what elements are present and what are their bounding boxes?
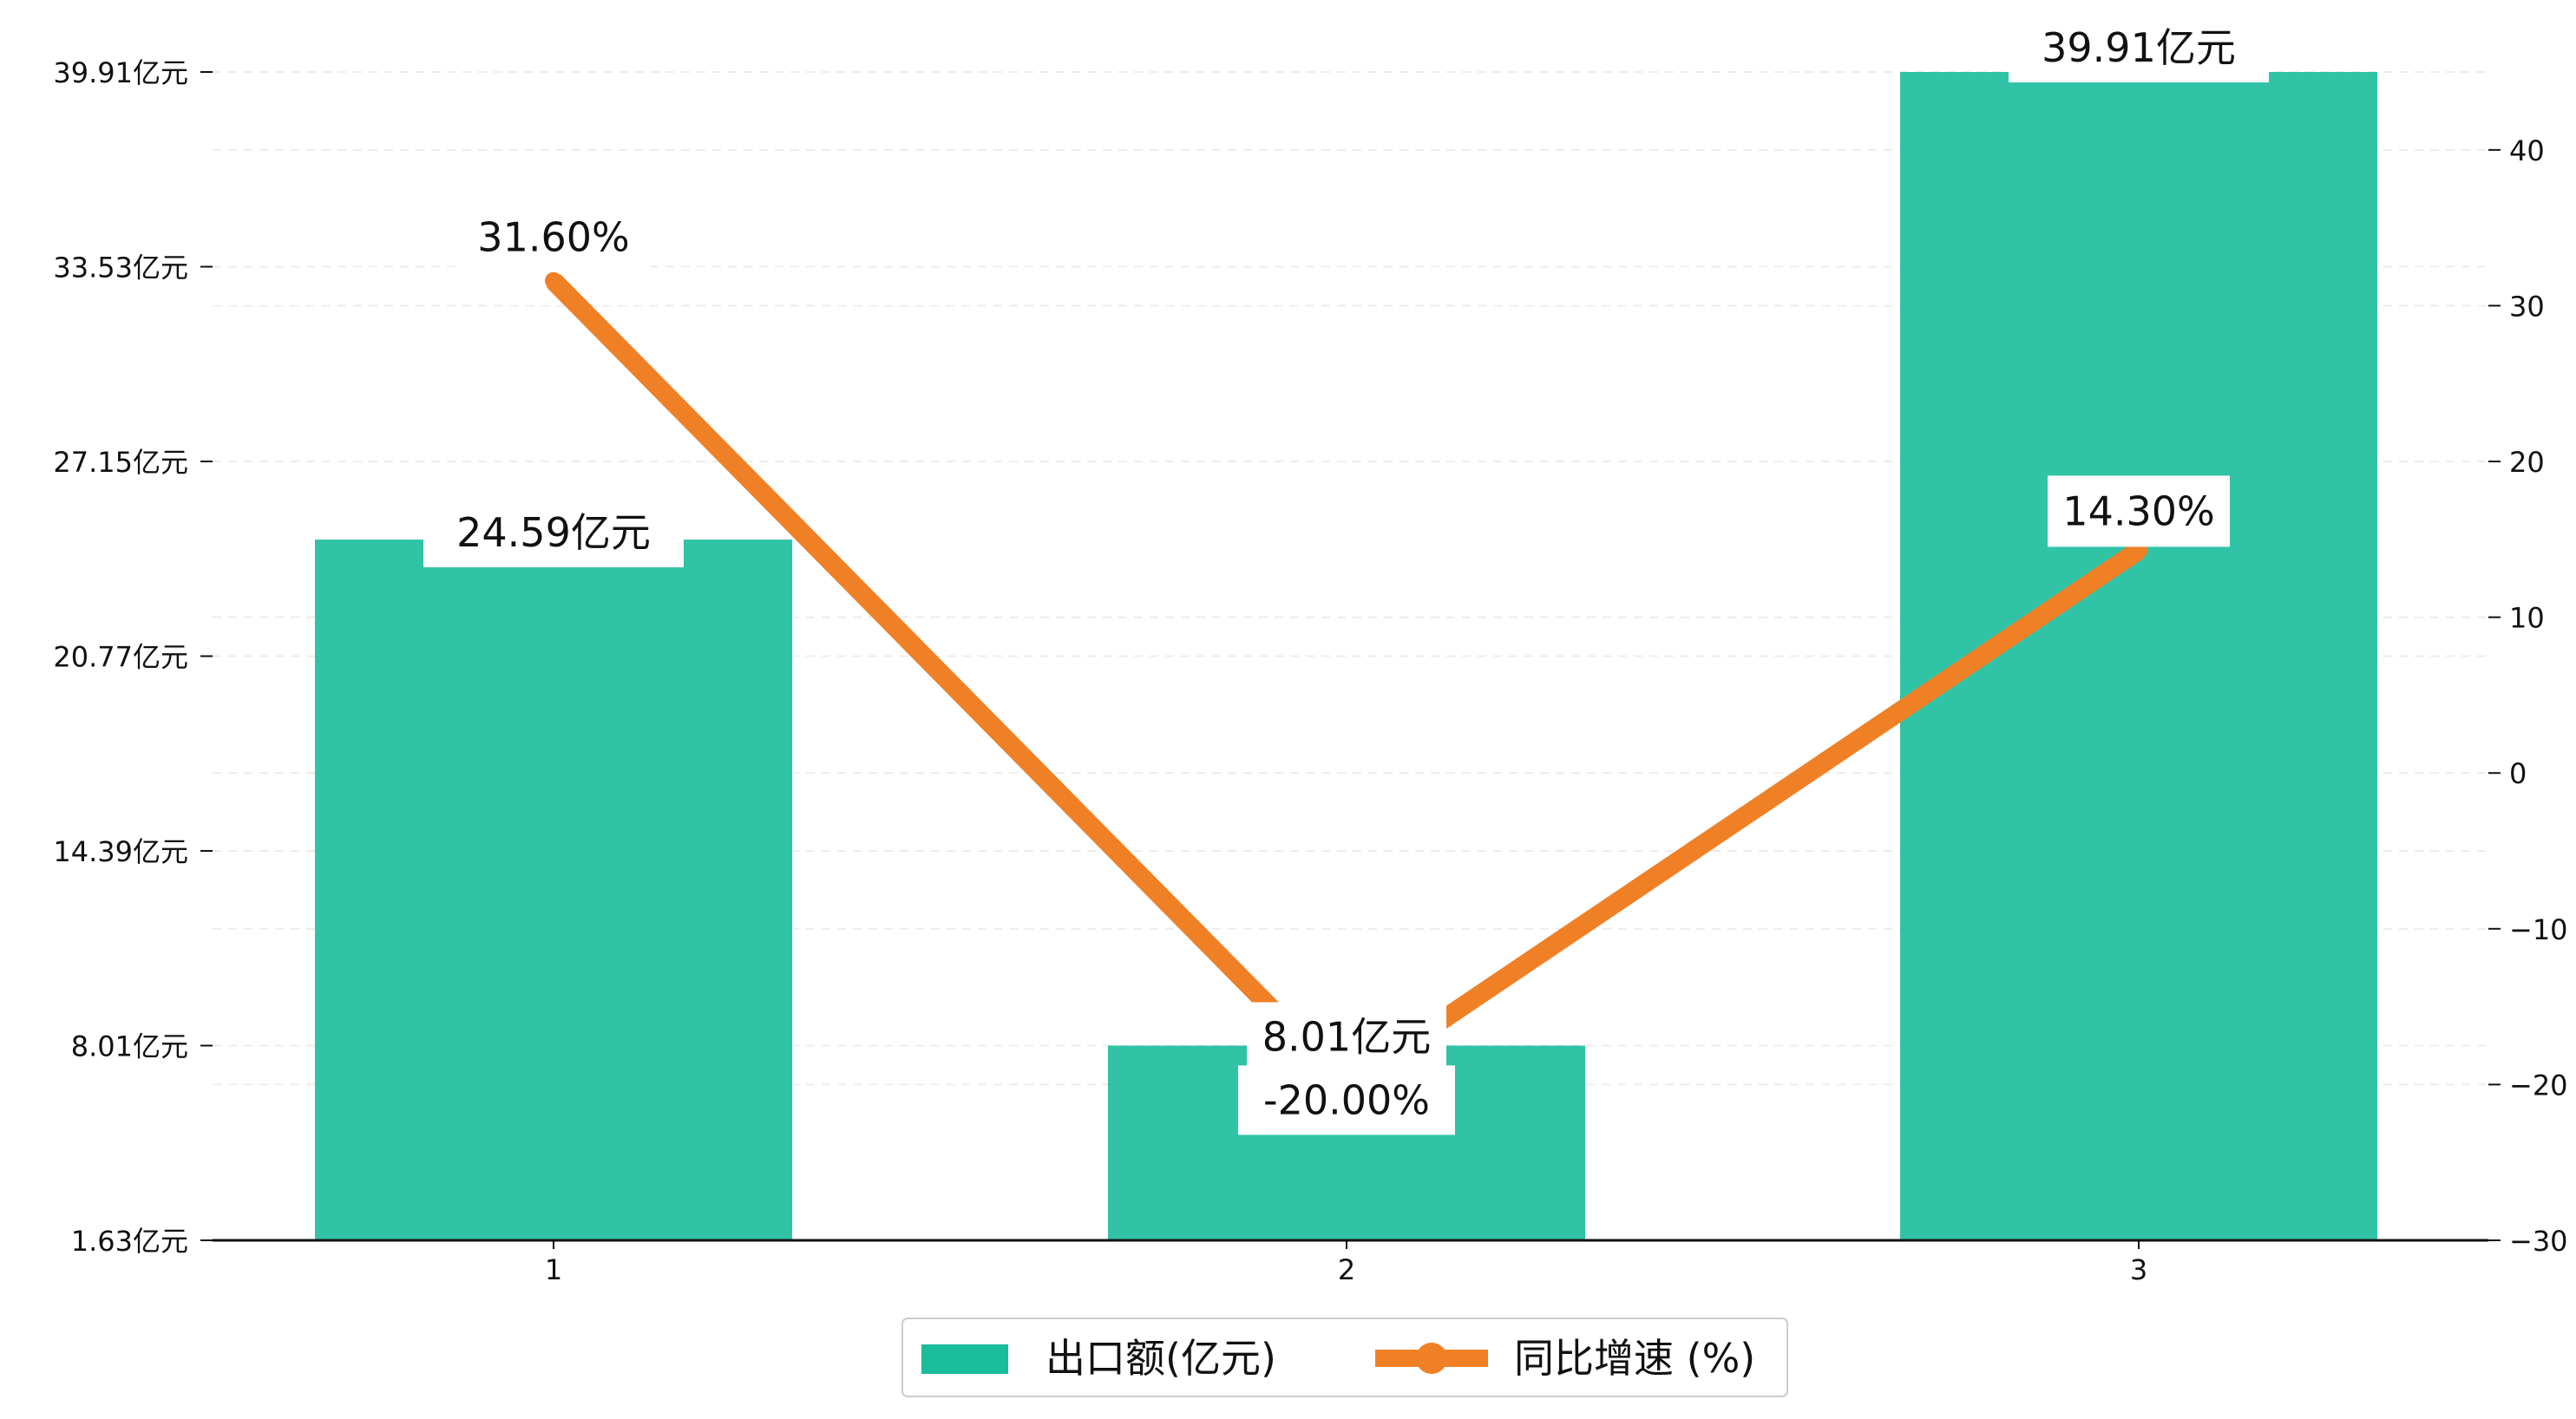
- growth-value-label-bg: [2048, 475, 2230, 547]
- bar-value-label-text: 8.01亿元: [1262, 1014, 1431, 1061]
- bar-value-label-bg: [1247, 1002, 1446, 1072]
- growth-value-label-bg: [462, 206, 645, 268]
- y-left-tick-label: 8.01亿元: [71, 1030, 188, 1063]
- legend-line-marker: [1416, 1343, 1447, 1374]
- bar-value-label: 24.59亿元: [423, 498, 684, 568]
- growth-value-label-text: 31.60%: [477, 214, 629, 261]
- growth-value-label: -20.00%: [1238, 1065, 1455, 1135]
- axes: 1 2 3 1.63亿元 8.01亿元 14.39亿元 20.77亿元 27.15亿元 33.5…: [53, 56, 2567, 1286]
- y-right-tick-label: −30: [2509, 1225, 2568, 1258]
- y-right-tick-label: 20: [2509, 446, 2545, 479]
- growth-value-label: 14.30%: [2048, 475, 2230, 547]
- y-left-tick-label: 33.53亿元: [53, 252, 188, 284]
- y-right-tick-label: 10: [2509, 602, 2545, 635]
- y-right-tick-label: 30: [2509, 290, 2545, 323]
- bar-value-label-text: 24.59亿元: [456, 509, 651, 556]
- bar: [315, 539, 792, 1240]
- growth-value-label-text: -20.00%: [1263, 1076, 1430, 1123]
- x-tick-label: 1: [545, 1253, 562, 1286]
- y-left-tick-label: 1.63亿元: [71, 1225, 188, 1258]
- growth-value-label: 31.60%: [462, 206, 645, 268]
- y-left-tick-label: 27.15亿元: [53, 446, 188, 479]
- legend-bar-label: 出口额(亿元): [1045, 1335, 1276, 1382]
- legend-bar-swatch: [921, 1344, 1008, 1374]
- growth-point: [545, 271, 562, 290]
- y-left-tick-label: 14.39亿元: [53, 835, 188, 868]
- y-right-tick-label: 0: [2509, 757, 2527, 790]
- bar-value-label-text: 39.91亿元: [2042, 24, 2236, 71]
- bar-value-label-bg: [2009, 13, 2269, 82]
- y-right-tick-label: −10: [2509, 913, 2568, 946]
- x-tick-label: 2: [1338, 1253, 1355, 1286]
- x-tick-label: 3: [2130, 1253, 2147, 1286]
- bar-value-label-bg: [423, 498, 684, 568]
- y-left-tick-label: 20.77亿元: [53, 641, 188, 674]
- legend: 出口额(亿元) 同比增速 (%): [901, 1318, 1788, 1397]
- growth-value-label-text: 14.30%: [2062, 487, 2214, 534]
- bar-value-label: 39.91亿元: [2009, 13, 2269, 82]
- y-left-tick-label: 39.91亿元: [53, 56, 188, 89]
- y-right-tick-label: −20: [2509, 1069, 2568, 1102]
- growth-value-label-bg: [1238, 1065, 1455, 1135]
- legend-box: [901, 1318, 1788, 1397]
- y-right-tick-label: 40: [2509, 134, 2545, 167]
- data-labels: 24.59亿元 8.01亿元 39.91亿元 31.60% -20.00% 14.30%: [423, 13, 2269, 1135]
- bar-value-label: 8.01亿元: [1247, 1002, 1446, 1072]
- bar-series: [315, 72, 2377, 1240]
- legend-line-label: 同比增速 (%): [1514, 1335, 1755, 1382]
